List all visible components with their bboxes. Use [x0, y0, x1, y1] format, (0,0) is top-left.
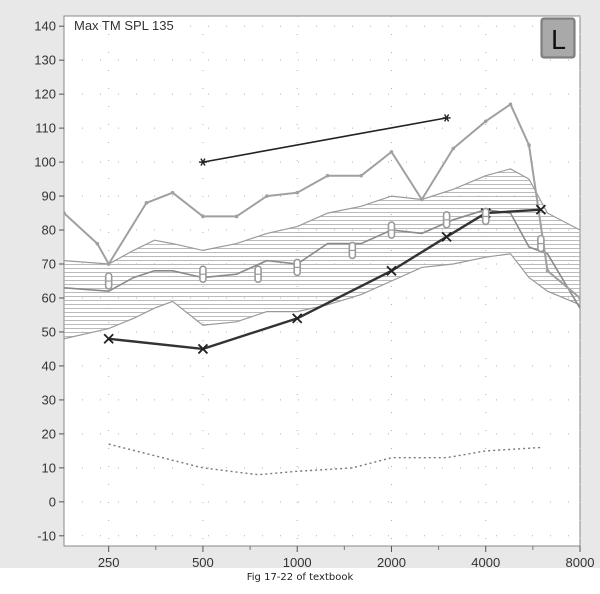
upper-curve-point	[201, 214, 205, 219]
ucl-asterisk	[198, 158, 207, 166]
y-tick-label: 100	[34, 155, 56, 170]
y-tick-label: 130	[34, 53, 56, 68]
upper-curve-point	[451, 146, 456, 151]
band-upper-line	[64, 168, 580, 265]
upper-curve-point	[295, 190, 300, 195]
x-tick-label: 8000	[566, 555, 595, 570]
upper-curve-point	[265, 194, 269, 198]
upper-curve-point	[234, 214, 239, 219]
x-tick-label: 500	[192, 555, 214, 570]
upper-curve-point	[420, 197, 424, 202]
upper-curve-point	[64, 211, 66, 215]
upper-curve-point	[527, 143, 531, 147]
upper-curve-point	[483, 119, 488, 124]
hollow-marker	[348, 241, 357, 260]
hollow-marker	[254, 265, 262, 284]
threshold-x-marker	[292, 313, 303, 324]
x-tick-label: 2000	[377, 555, 406, 570]
x-tick-label: 1000	[283, 555, 312, 570]
hollow-marker	[442, 211, 451, 229]
y-tick-label: 80	[42, 223, 56, 238]
y-tick-label: 20	[42, 426, 56, 441]
figure-caption: Fig 17-22 of textbook	[246, 572, 354, 583]
upper-curve-point	[325, 173, 330, 178]
threshold-x-marker	[386, 265, 397, 276]
hollow-marker	[387, 221, 396, 239]
upper-curve-point	[545, 269, 550, 273]
middle-curve	[64, 208, 580, 309]
y-tick-label: 40	[42, 358, 56, 373]
hollow-marker	[537, 234, 545, 253]
threshold-x-marker	[441, 231, 452, 242]
normative-band	[64, 168, 580, 339]
y-tick-label: 90	[42, 189, 56, 204]
y-tick-label: 70	[42, 257, 56, 272]
ear-badge-label: L	[551, 26, 566, 56]
threshold-x-marker	[103, 333, 114, 344]
y-tick-label: 60	[42, 290, 56, 305]
ucl-line	[202, 117, 447, 163]
upper-curve-point	[170, 190, 175, 195]
hollow-marker	[293, 258, 302, 277]
upper-curve-point	[578, 296, 580, 300]
threshold-x-marker	[535, 204, 547, 215]
y-tick-label: 10	[42, 460, 56, 475]
x-axis: 250 500 1000 2000 4000 8000	[98, 546, 595, 570]
y-tick-label: 140	[34, 19, 56, 34]
y-tick-label: 50	[42, 324, 56, 339]
band-lower-line	[64, 253, 580, 340]
y-axis: -10 0 10 20 30 40 50 60 70 80 90 100 110 120 130 140	[34, 19, 64, 543]
hollow-marker	[481, 207, 490, 226]
noise-floor-line	[108, 443, 541, 476]
y-tick-label: 0	[49, 494, 56, 509]
y-tick-label: -10	[37, 528, 56, 543]
x-tick-label: 4000	[471, 555, 500, 570]
upper-curve-point	[144, 201, 149, 205]
upper-curve-point	[95, 241, 100, 246]
chart-title: Max TM SPL 135	[74, 18, 174, 33]
threshold-x-marker	[197, 343, 209, 355]
hollow-marker	[199, 265, 207, 284]
markers-layer	[103, 114, 547, 355]
y-tick-label: 30	[42, 392, 56, 407]
x-tick-label: 250	[98, 555, 120, 570]
y-tick-label: 110	[35, 121, 56, 136]
ucl-asterisk	[442, 114, 451, 122]
upper-curve-point	[508, 102, 513, 107]
hollow-marker	[104, 272, 113, 290]
upper-curve-point	[389, 150, 394, 154]
ear-badge: L	[540, 17, 576, 59]
upper-curve-point	[359, 173, 363, 178]
y-tick-label: 120	[34, 87, 56, 102]
upper-curve-point	[106, 262, 111, 266]
